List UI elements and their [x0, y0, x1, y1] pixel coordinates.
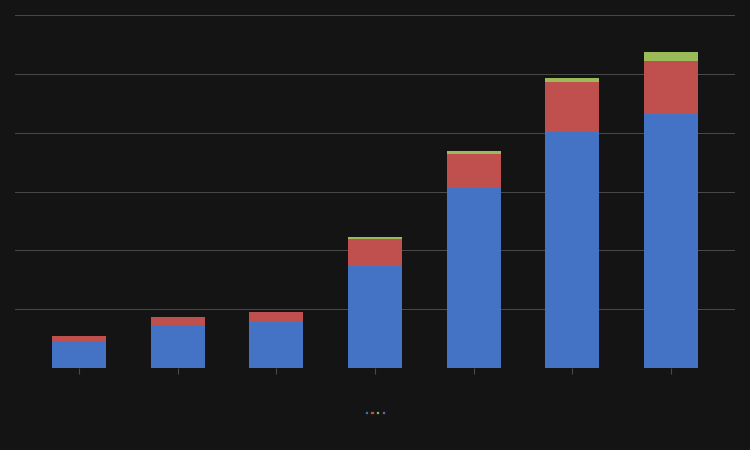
Legend: , , , : , , ,: [365, 411, 385, 414]
Bar: [249, 312, 304, 322]
Bar: [348, 266, 402, 368]
Bar: [644, 114, 698, 368]
Bar: [348, 238, 402, 239]
Bar: [249, 322, 304, 368]
Bar: [545, 131, 599, 368]
Bar: [545, 78, 599, 82]
Bar: [348, 239, 402, 266]
Bar: [446, 154, 501, 188]
Bar: [446, 188, 501, 368]
Bar: [644, 53, 698, 61]
Bar: [446, 151, 501, 154]
Bar: [151, 325, 205, 368]
Bar: [52, 341, 106, 368]
Bar: [644, 61, 698, 114]
Bar: [151, 317, 205, 325]
Bar: [52, 336, 106, 341]
Bar: [545, 82, 599, 131]
